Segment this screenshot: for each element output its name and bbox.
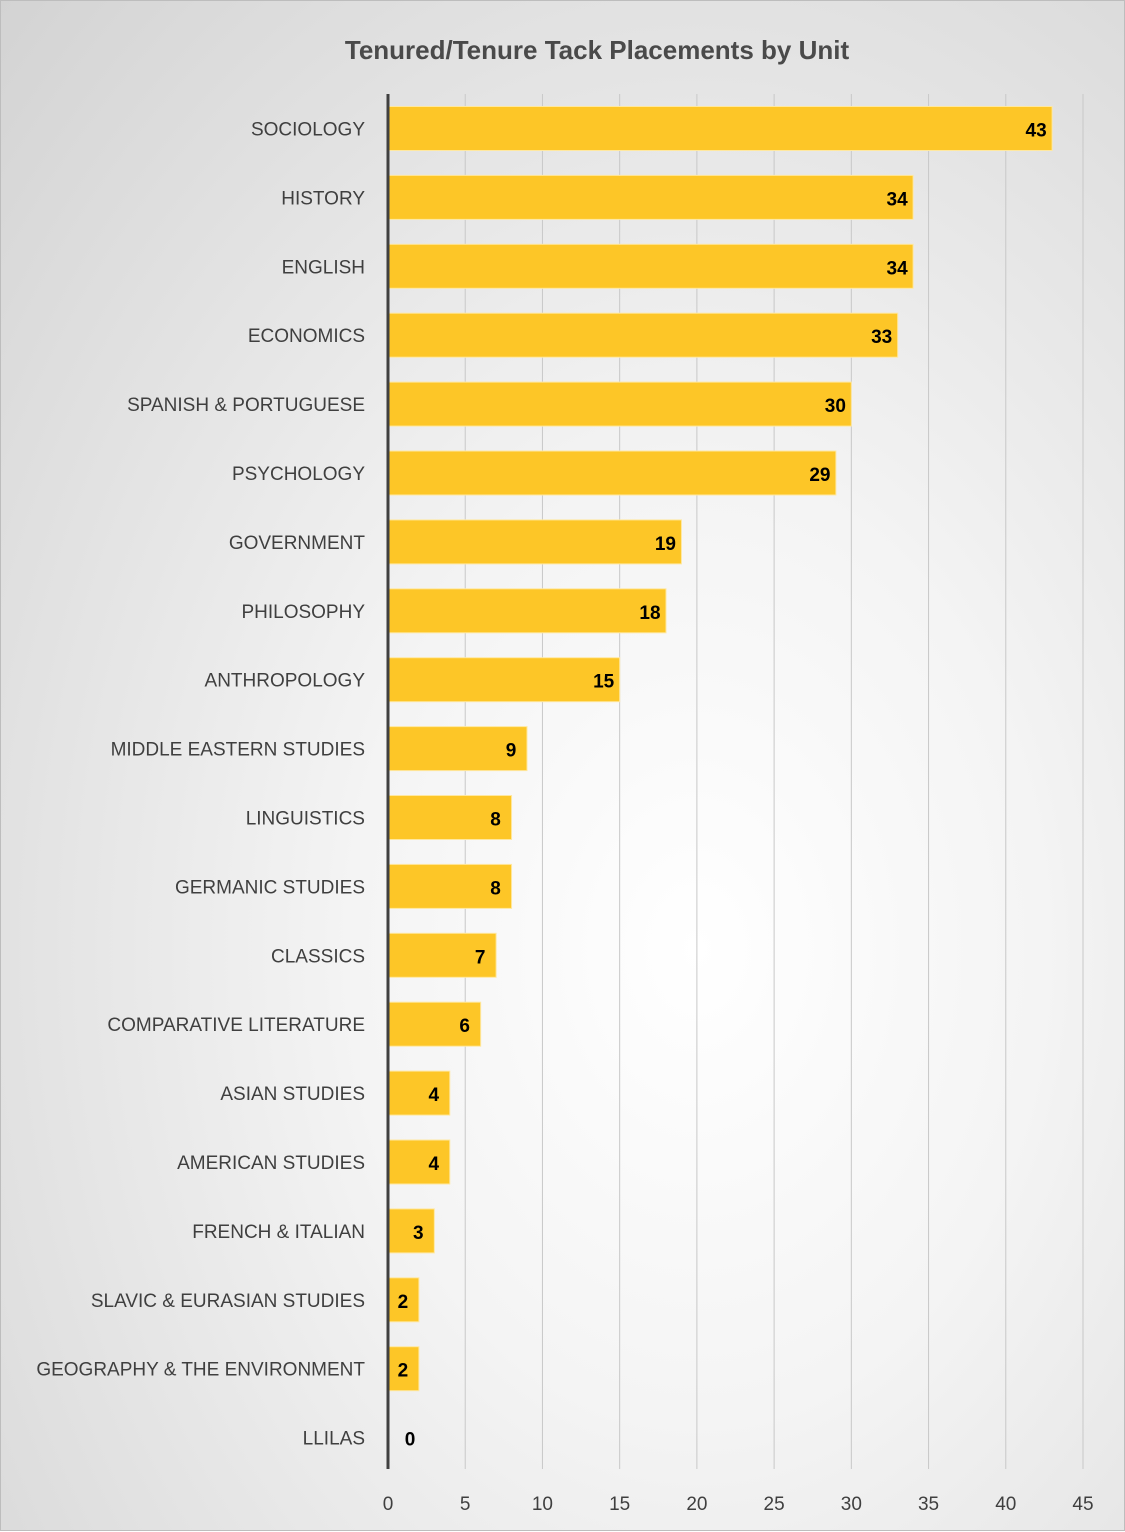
x-tick-label: 25	[764, 1494, 785, 1515]
x-tick-label: 40	[995, 1494, 1016, 1515]
data-label: 8	[490, 878, 501, 899]
category-labels: SOCIOLOGY HISTORY ENGLISH ECONOMICS SPANISH …	[36, 120, 365, 1450]
category-label: ENGLISH	[282, 257, 365, 278]
category-label: GEOGRAPHY & THE ENVIRONMENT	[36, 1360, 365, 1381]
x-tick-label: 45	[1072, 1494, 1093, 1515]
category-label: AMERICAN STUDIES	[177, 1153, 365, 1174]
bar	[387, 1277, 420, 1323]
data-label: 2	[398, 1292, 409, 1313]
bar	[387, 1070, 451, 1116]
bar	[387, 1346, 420, 1392]
data-label: 43	[1026, 121, 1047, 142]
category-label: SLAVIC & EURASIAN STUDIES	[91, 1291, 365, 1312]
grid-lines	[464, 94, 1084, 1469]
category-label: GERMANIC STUDIES	[175, 877, 365, 898]
bar	[387, 312, 899, 358]
data-label: 8	[490, 810, 501, 831]
x-tick-label: 5	[460, 1494, 471, 1515]
bar	[387, 174, 914, 220]
data-label: 3	[413, 1223, 424, 1244]
category-label: ASIAN STUDIES	[220, 1084, 365, 1105]
category-label: PHILOSOPHY	[241, 602, 365, 623]
bar	[387, 243, 914, 289]
bar	[387, 795, 513, 840]
bar	[387, 381, 852, 427]
category-label: LINGUISTICS	[246, 809, 365, 830]
data-label: 15	[593, 672, 615, 693]
category-label: FRENCH & ITALIAN	[192, 1222, 365, 1243]
category-label: ECONOMICS	[248, 326, 365, 347]
bar	[387, 726, 528, 772]
x-tick-label: 35	[918, 1494, 939, 1515]
bar	[387, 1208, 435, 1254]
x-tick-label: 20	[686, 1494, 707, 1515]
chart-title: Tenured/Tenure Tack Placements by Unit	[345, 35, 850, 65]
x-tick-label: 15	[609, 1494, 630, 1515]
data-label: 33	[871, 327, 892, 348]
bar	[387, 1139, 451, 1185]
bar	[387, 106, 1053, 151]
x-tick-label: 0	[383, 1494, 394, 1515]
category-label: HISTORY	[281, 188, 365, 209]
category-label: COMPARATIVE LITERATURE	[107, 1015, 365, 1036]
data-label: 34	[887, 189, 909, 210]
category-label: ANTHROPOLOGY	[205, 671, 366, 692]
bar	[387, 657, 621, 703]
data-label: 30	[825, 396, 846, 417]
bar	[387, 1001, 482, 1047]
category-label: SPANISH & PORTUGUESE	[127, 395, 365, 416]
x-axis-tick-labels: 0 5 10 15 20 25 30 35 40 45	[383, 1494, 1094, 1515]
data-label: 34	[887, 258, 909, 279]
x-tick-label: 30	[841, 1494, 862, 1515]
data-label: 6	[459, 1016, 470, 1037]
data-label: 19	[655, 534, 676, 555]
category-label: GOVERNMENT	[229, 533, 366, 554]
bar	[387, 863, 513, 909]
data-label: 4	[428, 1154, 439, 1175]
category-label: MIDDLE EASTERN STUDIES	[111, 740, 365, 761]
data-label: 0	[405, 1430, 416, 1451]
bar	[387, 450, 837, 496]
x-tick-label: 10	[532, 1494, 553, 1515]
data-label: 9	[506, 741, 517, 762]
bar	[387, 932, 497, 978]
data-label: 29	[809, 465, 830, 486]
data-label: 2	[398, 1361, 409, 1382]
category-label: CLASSICS	[271, 946, 365, 967]
bar	[387, 519, 682, 565]
data-label: 18	[639, 603, 660, 624]
category-label: PSYCHOLOGY	[232, 464, 365, 485]
data-label: 4	[428, 1085, 439, 1106]
bar	[387, 588, 667, 634]
data-label: 7	[475, 947, 486, 968]
category-label: SOCIOLOGY	[251, 120, 365, 141]
category-label: LLILAS	[303, 1429, 365, 1450]
